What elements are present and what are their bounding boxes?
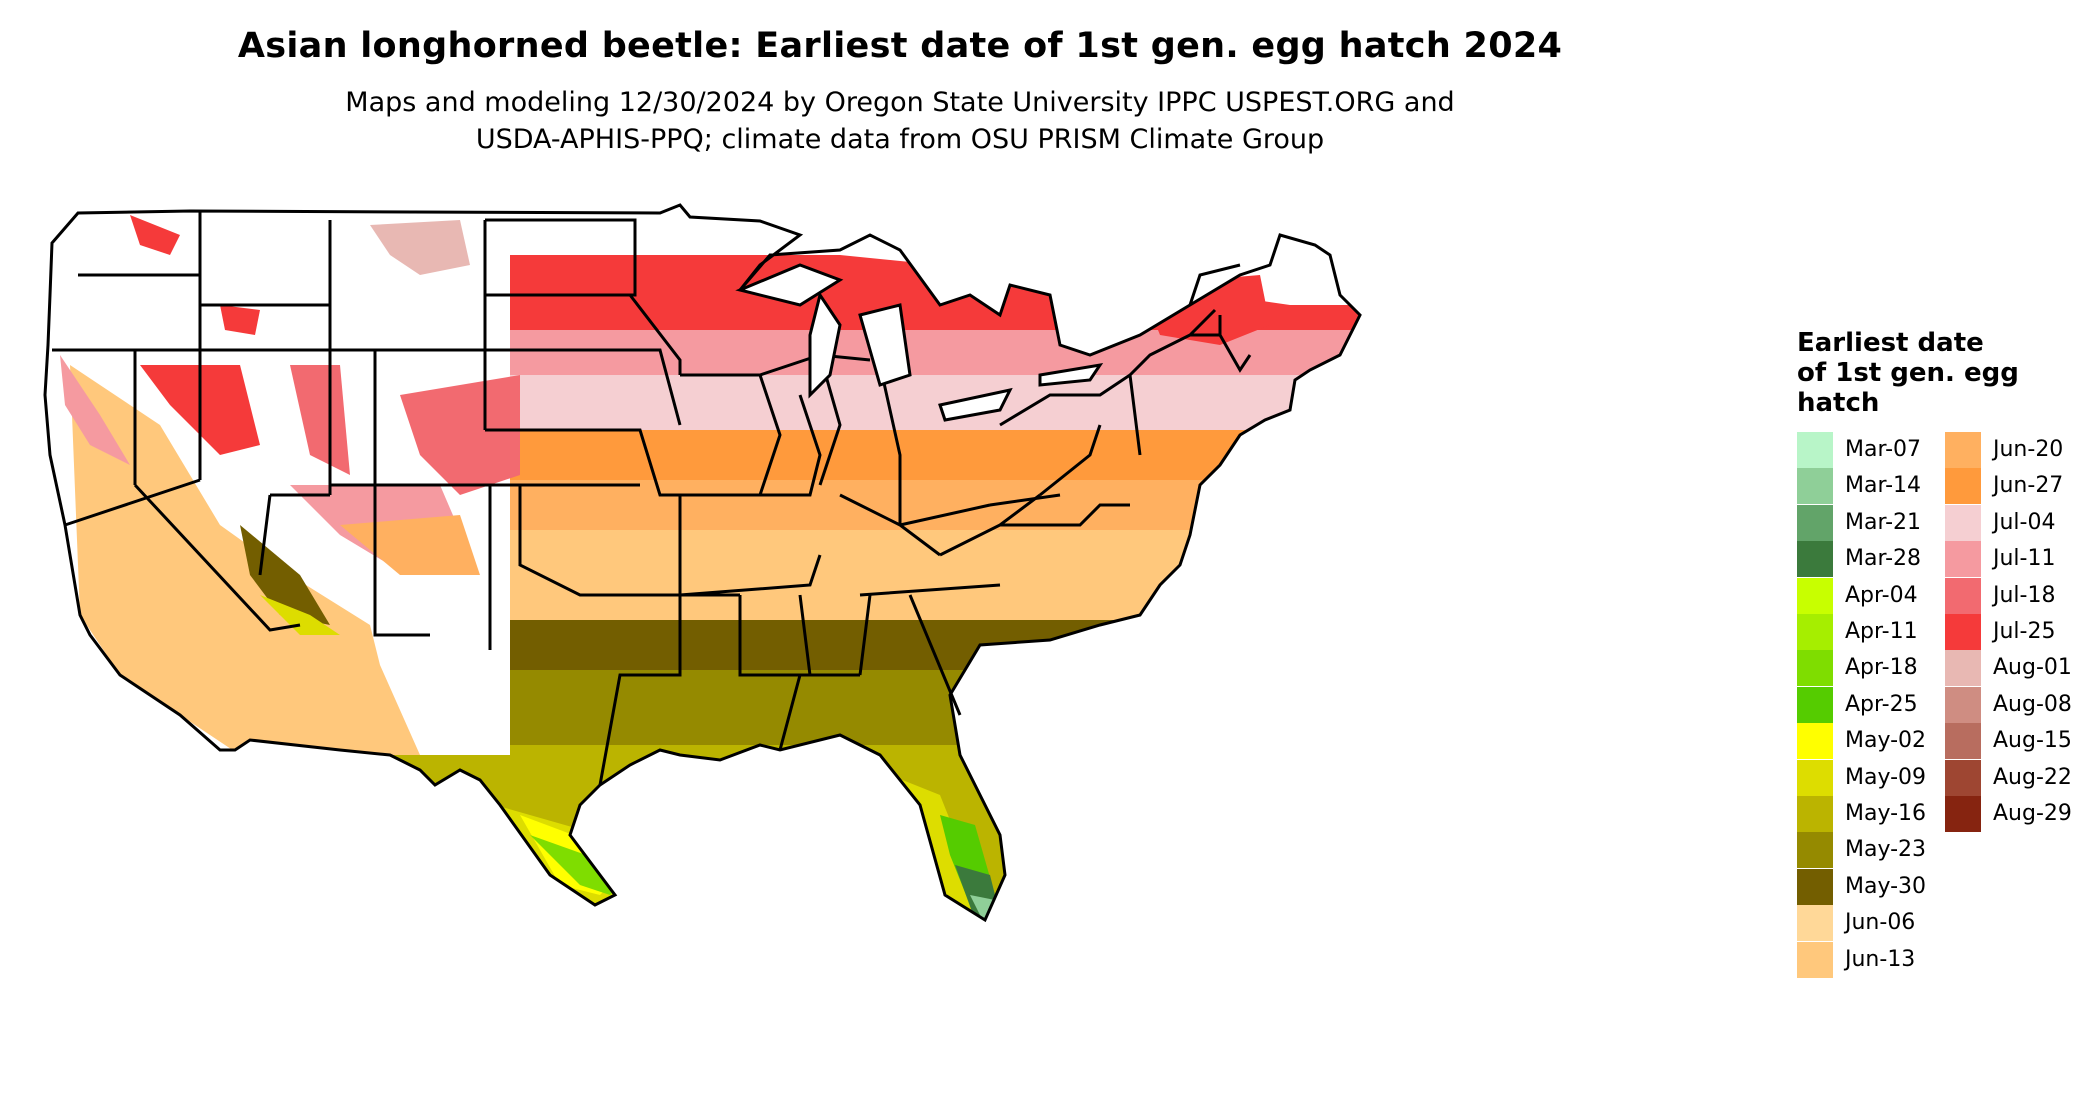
legend-swatch bbox=[1945, 432, 1981, 468]
legend-swatch bbox=[1797, 723, 1833, 760]
map-title: Asian longhorned beetle: Earliest date o… bbox=[237, 26, 1563, 66]
subtitle-line-1: Maps and modeling 12/30/2024 by Oregon S… bbox=[345, 87, 1455, 118]
legend-label: Jun-27 bbox=[1993, 473, 2064, 499]
legend-label: Mar-21 bbox=[1845, 509, 1922, 535]
legend-swatch bbox=[1797, 759, 1833, 796]
legend-label: Jul-25 bbox=[1993, 619, 2056, 644]
legend-label: Apr-18 bbox=[1845, 655, 1918, 681]
map-subtitle: Maps and modeling 12/30/2024 by Oregon S… bbox=[0, 84, 1800, 158]
legend-label: Aug-29 bbox=[1993, 801, 2072, 826]
legend-label: Apr-25 bbox=[1845, 691, 1918, 717]
legend-label: Aug-01 bbox=[1993, 655, 2072, 681]
legend-label: Jul-18 bbox=[1993, 582, 2056, 608]
legend-label: Aug-15 bbox=[1993, 728, 2072, 754]
legend-swatch bbox=[1797, 541, 1833, 578]
legend-title-line-1: Earliest date bbox=[1797, 328, 1984, 358]
legend-label: Mar-28 bbox=[1845, 546, 1922, 572]
legend-swatch bbox=[1797, 868, 1833, 905]
legend-label: May-02 bbox=[1845, 728, 1927, 754]
legend-swatch bbox=[1945, 650, 1981, 687]
state-borders bbox=[43, 203, 1362, 922]
legend-label: Mar-07 bbox=[1845, 437, 1922, 462]
legend-label: Aug-08 bbox=[1993, 691, 2072, 717]
subtitle-line-2: USDA-APHIS-PPQ; climate data from OSU PR… bbox=[475, 124, 1325, 155]
legend-swatch bbox=[1797, 432, 1833, 468]
legend-label: Jul-11 bbox=[1993, 546, 2056, 572]
legend-label: May-16 bbox=[1845, 801, 1927, 826]
legend-swatch bbox=[1945, 504, 1981, 541]
legend-swatch bbox=[1797, 577, 1833, 614]
legend-label: Jun-20 bbox=[1993, 437, 2064, 462]
legend-label: May-30 bbox=[1845, 873, 1927, 899]
legend-label: Apr-11 bbox=[1845, 619, 1918, 644]
legend-swatch bbox=[1945, 796, 1981, 832]
legend-swatch bbox=[1797, 686, 1833, 723]
legend-label: Jun-13 bbox=[1845, 946, 1916, 972]
legend-swatch bbox=[1797, 905, 1833, 942]
legend-label: May-23 bbox=[1845, 837, 1927, 863]
legend-swatch bbox=[1945, 541, 1981, 578]
great-lakes bbox=[735, 263, 1104, 422]
legend-label: Aug-22 bbox=[1993, 764, 2072, 790]
legend-swatch bbox=[1945, 614, 1981, 650]
legend-swatch bbox=[1797, 832, 1833, 869]
legend-swatch bbox=[1797, 614, 1833, 650]
legend-swatch bbox=[1945, 759, 1981, 796]
legend-swatch bbox=[1945, 686, 1981, 723]
legend-swatch bbox=[1945, 468, 1981, 505]
legend-label: Jun-06 bbox=[1845, 910, 1916, 936]
phenology-zones bbox=[45, 205, 1360, 920]
legend-swatch bbox=[1945, 723, 1981, 760]
legend-title-line-2: of 1st gen. egg bbox=[1797, 358, 2019, 388]
legend-swatch bbox=[1797, 941, 1833, 978]
legend-label: Jul-04 bbox=[1993, 509, 2056, 535]
legend-swatch bbox=[1797, 650, 1833, 687]
legend-label: May-09 bbox=[1845, 764, 1927, 790]
legend-label: Mar-14 bbox=[1845, 473, 1922, 499]
legend-swatch bbox=[1797, 504, 1833, 541]
legend-title: Earliest date of 1st gen. egg hatch bbox=[1797, 328, 2057, 418]
legend-title-line-3: hatch bbox=[1797, 388, 1880, 418]
legend-swatch bbox=[1945, 577, 1981, 614]
us-phenology-map bbox=[43, 203, 1362, 922]
legend-swatch bbox=[1797, 468, 1833, 505]
legend-label: Apr-04 bbox=[1845, 582, 1918, 608]
legend-swatch bbox=[1797, 796, 1833, 832]
